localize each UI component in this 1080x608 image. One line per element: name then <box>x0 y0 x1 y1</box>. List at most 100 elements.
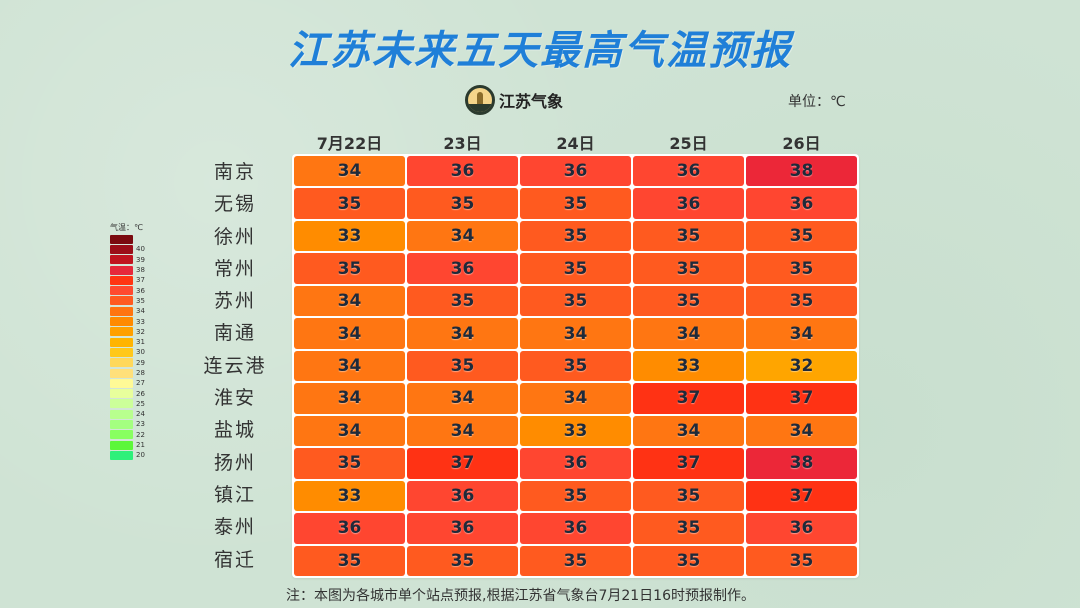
temperature-cell: 34 <box>407 318 518 349</box>
legend-item: 20 <box>110 450 160 460</box>
legend-label: 38 <box>136 266 145 275</box>
legend-swatch <box>110 347 133 357</box>
page-title: 江苏未来五天最高气温预报 <box>288 28 792 74</box>
legend-item: 39 <box>110 255 160 265</box>
city-label: 南京 <box>213 161 256 183</box>
temperature-cell: 34 <box>294 415 405 447</box>
temperature-cell: 35 <box>520 188 631 219</box>
temperature-cell: 34 <box>746 318 857 349</box>
column-header: 26日 <box>782 134 821 153</box>
legend-label: 30 <box>136 348 145 357</box>
legend-label: 28 <box>136 369 145 377</box>
legend-label: 22 <box>136 430 145 439</box>
temperature-cell: 34 <box>520 383 631 414</box>
temperature-cell: 35 <box>294 253 405 284</box>
temperature-cell: 35 <box>633 253 744 284</box>
legend-swatch <box>110 286 133 296</box>
temperature-cell: 36 <box>294 513 405 544</box>
temperature-cell: 36 <box>407 480 518 512</box>
jiangsu-meteorology-emblem-icon <box>465 85 495 115</box>
legend-swatch <box>110 419 133 429</box>
column-headers: 7月22日 23日 24日 25日 26日 <box>293 130 858 153</box>
temperature-cell: 35 <box>407 350 518 382</box>
city-label: 南通 <box>213 322 256 345</box>
logo-text: 江苏气象 <box>499 92 564 111</box>
column-header: 7月22日 <box>316 134 383 153</box>
temperature-cell: 35 <box>520 285 631 317</box>
temperature-cell: 36 <box>520 513 631 544</box>
temperature-cell: 36 <box>746 188 857 219</box>
city-label: 盐城 <box>213 419 256 442</box>
legend-item: 26 <box>110 388 160 399</box>
legend-swatch <box>110 234 133 244</box>
temperature-cell: 34 <box>294 285 405 317</box>
legend-item: 22 <box>110 430 160 440</box>
legend-label: 26 <box>136 389 145 398</box>
legend-swatch <box>110 389 133 399</box>
temperature-cell: 35 <box>520 480 631 512</box>
temperature-cell: 36 <box>407 156 518 187</box>
temperature-cell: 33 <box>294 220 405 252</box>
temperature-cell: 38 <box>746 448 857 479</box>
temperature-cell: 36 <box>746 513 857 544</box>
legend-swatch <box>110 399 133 409</box>
temperature-cell: 36 <box>633 156 744 187</box>
legend-item: 25 <box>110 399 160 409</box>
temperature-cell: 34 <box>633 415 744 447</box>
city-label: 徐州 <box>213 225 256 248</box>
legend-swatch <box>110 244 133 254</box>
temperature-cell: 35 <box>520 253 631 284</box>
footnote: 注：本图为各城市单个站点预报,根据江苏省气象台7月21日16时预报制作。 <box>286 588 755 604</box>
temperature-cell: 35 <box>633 513 744 544</box>
legend-swatch <box>110 275 133 285</box>
legend-item: 36 <box>110 285 160 296</box>
temperature-cell: 36 <box>407 513 518 544</box>
temperature-cell: 36 <box>407 253 518 284</box>
temperature-cell: 37 <box>633 448 744 479</box>
temperature-cell: 34 <box>294 383 405 414</box>
temperature-cell: 34 <box>294 350 405 382</box>
temperature-cell: 34 <box>407 383 518 414</box>
legend-item: 37 <box>110 275 160 285</box>
temperature-heatmap: 34 36 36 36 38 35 35 35 36 36 33 34 35 35 35 35 36 35 35 35… <box>292 154 859 578</box>
legend-swatch <box>110 430 133 440</box>
legend-label: 32 <box>136 327 145 336</box>
temperature-cell: 35 <box>746 285 857 317</box>
unit-label: 单位：℃ <box>788 94 846 110</box>
city-label: 无锡 <box>213 193 256 216</box>
legend-item: 31 <box>110 337 160 347</box>
temperature-cell: 34 <box>407 415 518 447</box>
temperature-cell: 35 <box>633 285 744 317</box>
legend-label: 21 <box>136 441 145 450</box>
legend-item: 21 <box>110 440 160 450</box>
legend-label: 23 <box>136 420 145 429</box>
temperature-cell: 34 <box>407 220 518 252</box>
legend-swatch <box>110 327 133 337</box>
temperature-cell: 33 <box>633 350 744 382</box>
legend-item: 38 <box>110 265 160 275</box>
legend-item: 34 <box>110 306 160 316</box>
temperature-cell: 35 <box>633 480 744 512</box>
temperature-cell: 35 <box>407 545 518 576</box>
legend-swatch <box>110 409 133 419</box>
temperature-cell: 35 <box>746 545 857 576</box>
legend-label: 39 <box>136 255 145 264</box>
temperature-cell: 35 <box>407 285 518 317</box>
logo: 江苏气象 <box>465 84 563 116</box>
row-labels: 南京 无锡 徐州 常州 苏州 南通 连云港 淮安 盐城 扬州 镇江 泰州 宿迁 <box>198 156 272 576</box>
temperature-cell: 37 <box>746 383 857 414</box>
temperature-cell: 33 <box>520 415 631 447</box>
legend-item: 30 <box>110 347 160 357</box>
legend-item: 23 <box>110 419 160 429</box>
legend-swatch <box>110 450 133 460</box>
column-header: 23日 <box>443 134 482 153</box>
city-label: 连云港 <box>203 354 267 377</box>
legend-swatch <box>110 306 133 316</box>
legend-label: 25 <box>136 399 145 408</box>
legend-label: 35 <box>136 296 145 305</box>
legend-title: 气温：℃ <box>110 223 143 232</box>
legend-swatch <box>110 368 133 378</box>
temperature-cell: 37 <box>633 383 744 414</box>
city-label: 苏州 <box>213 290 256 313</box>
legend-swatch <box>110 255 133 265</box>
